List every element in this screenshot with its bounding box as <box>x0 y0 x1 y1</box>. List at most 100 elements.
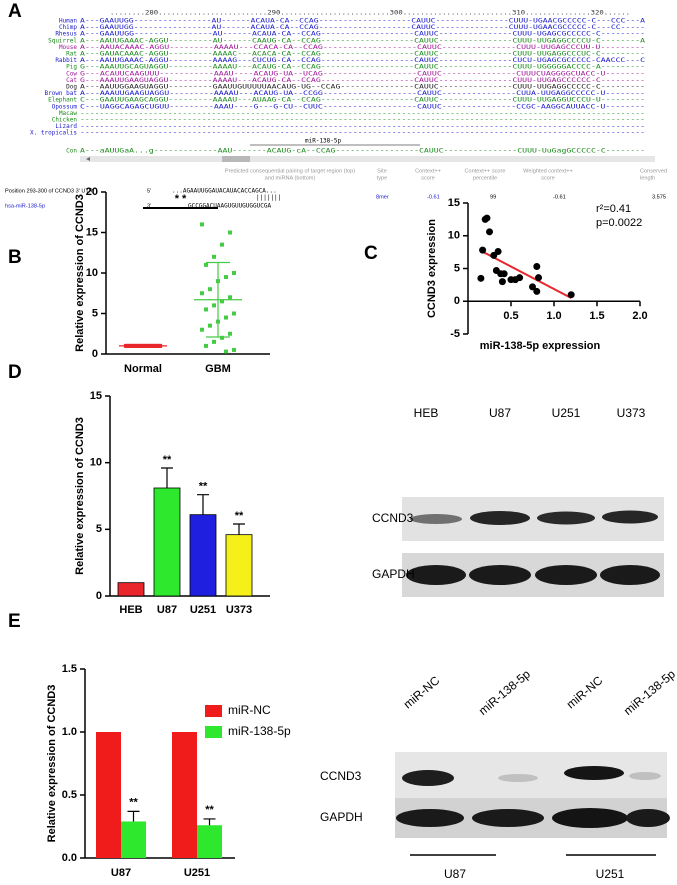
bar <box>117 582 145 597</box>
dot <box>224 315 228 320</box>
species-name: Opossum <box>52 103 78 110</box>
point <box>486 228 493 236</box>
band <box>472 809 544 827</box>
species-name: Con <box>66 148 77 155</box>
panel-letter: A <box>8 1 22 22</box>
point <box>483 214 491 222</box>
point <box>567 291 575 299</box>
utr-end: 5' <box>147 188 151 194</box>
error-bar <box>127 810 140 822</box>
table-header: Weighted context++ <box>523 168 573 174</box>
dot <box>228 331 232 336</box>
sequence: G---AAAUUGAAGUAGGU---------AAAAU---ACAUG… <box>80 77 645 84</box>
sequence: A---AAUUGAAAC-AGGU---------AU------CAAUG… <box>80 37 646 44</box>
significance: ** <box>235 510 244 522</box>
x-axis-label: miR-138-5p expression <box>480 340 601 352</box>
table-header: Predicted consequential pairing of targe… <box>225 168 355 174</box>
dot <box>212 339 216 344</box>
dot <box>220 299 224 304</box>
sequence: ----------------------------------------… <box>80 117 645 124</box>
y-axis-label: Relative expression of CCND3 <box>46 685 58 843</box>
band <box>410 514 462 524</box>
x-tick-label: 2.0 <box>632 310 647 322</box>
band <box>602 510 658 524</box>
y-tick-label: 0 <box>92 348 98 360</box>
lane-label: U87 <box>489 406 511 420</box>
lane-label: HEB <box>414 406 439 420</box>
sequence: G---AAAUUGCAGUAGGU---------AAAAU---ACAUG… <box>80 64 645 71</box>
species-name: Rhesus <box>55 31 77 38</box>
band <box>402 770 454 786</box>
x-tick-label: Normal <box>124 363 162 375</box>
table-header: Context++ score <box>464 168 505 174</box>
x-tick-label: U87 <box>111 867 131 879</box>
band <box>535 565 597 585</box>
bar <box>96 732 121 858</box>
legend-label: miR-NC <box>228 703 271 717</box>
sequence: ----------------------------------------… <box>80 130 645 137</box>
table-header: score <box>421 175 435 181</box>
y-tick-label: 5 <box>96 523 102 535</box>
row-label: CCND3 <box>372 511 414 525</box>
y-tick-label: 15 <box>86 226 98 238</box>
error-bar <box>197 494 209 515</box>
sequence: C---UAGGCAGAGCUGUU---------AAAU----G---G… <box>80 103 645 110</box>
species-name: Cat <box>66 77 77 84</box>
sequence: A---AAAUUGAAGUAGGU---------AAAAU---ACAUG… <box>80 90 645 97</box>
x-tick-label: U251 <box>190 604 216 616</box>
y-tick-label: 5 <box>92 307 98 319</box>
point <box>479 246 487 254</box>
mirna-seq: GCCGGACUAAGUGUUGUGGUCGA <box>188 203 271 210</box>
y-tick-label: 10 <box>86 267 98 279</box>
dot <box>220 335 224 340</box>
y-axis-label: Relative expression of CCND3 <box>74 417 86 575</box>
scroll-arrow <box>86 157 90 161</box>
dot <box>204 307 208 312</box>
row-label: GAPDH <box>320 810 363 824</box>
dot <box>224 275 228 280</box>
species-name: Cow <box>66 70 77 77</box>
panel-letter: D <box>8 362 22 383</box>
pairing: ||||||| <box>256 195 281 202</box>
y-tick-label: 0.0 <box>62 852 77 864</box>
point <box>500 270 508 278</box>
dot <box>224 349 228 354</box>
dot <box>228 295 232 300</box>
point <box>533 263 541 271</box>
alignment-ruler: ........280.........................290.… <box>110 10 630 17</box>
table-header: and miRNA (bottom) <box>265 175 316 181</box>
panel-letter: E <box>8 611 21 632</box>
row-label: GAPDH <box>372 567 415 581</box>
dot <box>204 343 208 348</box>
group-label: U87 <box>444 867 466 881</box>
dot <box>208 287 212 292</box>
band <box>552 808 628 828</box>
mirna-label: miR-138-5p <box>305 138 342 145</box>
sequence: ----------------------------------------… <box>80 123 645 130</box>
blot-e <box>395 752 670 856</box>
point <box>494 247 502 255</box>
bar <box>153 487 181 597</box>
y-tick-label: 0.5 <box>62 789 77 801</box>
error-bar <box>233 523 245 535</box>
sequence: C---GAAUUGAAGCAGGU---------AAAAU---AUAAG… <box>80 97 645 104</box>
sequence: A---aAUUGaA...g-------------AAU-------AC… <box>80 148 645 155</box>
band <box>629 772 661 780</box>
blot-d <box>402 497 664 597</box>
species-name: Pig <box>66 64 77 71</box>
dot <box>220 242 224 247</box>
species-name: Rat <box>66 51 77 58</box>
species-name: Brown bat <box>44 90 77 97</box>
species-name: X. tropicalis <box>30 130 77 137</box>
species-name: Dog <box>66 84 77 91</box>
band <box>406 565 466 585</box>
y-axis-label: Relative expression of CCND3 <box>74 194 86 352</box>
dot <box>208 323 212 328</box>
x-tick-label: HEB <box>119 604 142 616</box>
mirna-name: hsa-miR-138-5p <box>5 203 45 209</box>
species-name: Human <box>59 18 77 25</box>
table-header: score <box>541 175 555 181</box>
y-tick-label: 1.5 <box>62 663 77 675</box>
y-axis-label: CCND3 expression <box>426 219 438 318</box>
